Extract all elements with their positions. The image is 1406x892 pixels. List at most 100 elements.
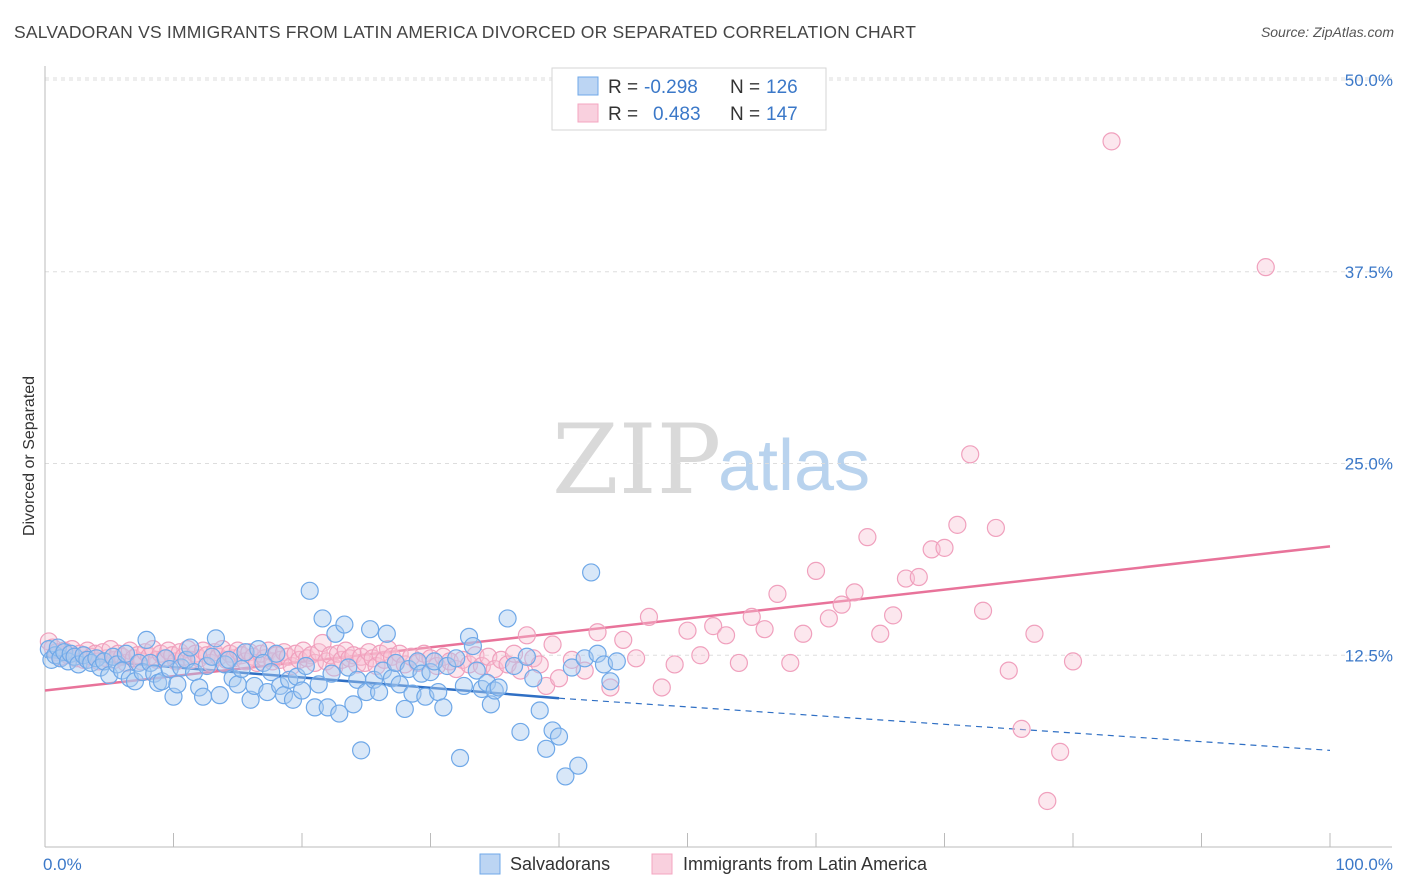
legend-top: R = -0.298 N = 126 R = 0.483 N = 147	[551, 67, 827, 131]
bottom-legend-label-salvadorans: Salvadorans	[510, 854, 610, 874]
immigrant-point-152	[1012, 719, 1031, 738]
salvadoran-point-63	[296, 656, 315, 676]
data-points	[39, 132, 1275, 811]
bottom-legend-swatch-pink	[651, 853, 673, 875]
salvadoran-point-94	[429, 682, 448, 702]
salvadoran-point-112	[524, 669, 543, 688]
immigrant-point-122	[626, 649, 646, 668]
salvadoran-point-98	[450, 748, 470, 768]
salvadoran-point-66	[309, 675, 328, 694]
immigrant-point-139	[845, 583, 864, 602]
salvadoran-point-50	[241, 690, 260, 709]
immigrant-point-120	[601, 678, 620, 697]
immigrant-point-137	[819, 609, 838, 628]
immigrant-point-150	[986, 518, 1006, 538]
immigrant-point-141	[871, 624, 890, 643]
axes	[44, 66, 1392, 848]
y-tick-label-2: 37.5%	[1345, 263, 1393, 282]
salvadoran-point-86	[395, 699, 414, 719]
salvadoran-point-113	[530, 701, 549, 720]
immigrant-point-133	[768, 584, 787, 603]
immigrant-point-132	[755, 620, 774, 639]
salvadoran-point-72	[335, 615, 354, 634]
immigrant-point-130	[729, 653, 749, 673]
salvadoran-point-100	[459, 627, 479, 646]
salvadoran-point-43	[210, 686, 229, 705]
legend-n-label-1: N =	[730, 77, 760, 98]
salvadoran-point-101	[463, 636, 483, 656]
salvadoran-point-20	[116, 644, 136, 663]
salvadoran-point-97	[447, 649, 466, 668]
salvadoran-point-114	[537, 739, 556, 758]
immigrant-point-129	[716, 626, 736, 645]
watermark: ZIP atlas	[552, 404, 870, 516]
salvadoran-point-85	[390, 675, 409, 694]
salvadoran-point-95	[434, 698, 453, 717]
salvadoran-point-36	[181, 638, 200, 657]
salvadoran-point-52	[249, 640, 268, 659]
salvadoran-point-125	[607, 652, 626, 671]
immigrant-point-125	[665, 655, 684, 674]
salvadoran-point-38	[190, 678, 209, 697]
immigrant-point-127	[691, 646, 710, 665]
salvadoran-point-102	[467, 661, 486, 680]
salvadoran-point-69	[322, 664, 341, 683]
salvadoran-point-107	[489, 678, 508, 697]
salvadoran-point-56	[267, 644, 286, 663]
salvadoran-point-33	[168, 675, 187, 694]
salvadoran-point-80	[370, 682, 389, 702]
legend-swatch-pink	[577, 103, 599, 123]
immigrant-point-153	[1025, 624, 1044, 643]
salvadoran-point-108	[498, 609, 517, 628]
immigrant-point-131	[742, 607, 761, 627]
legend-n-label-2: N =	[730, 104, 760, 125]
legend-n-value-1: 126	[766, 77, 798, 98]
immigrant-point-111	[517, 626, 536, 645]
salvadoran-point-78	[361, 620, 380, 639]
immigrant-point-124	[652, 678, 671, 697]
watermark-atlas: atlas	[718, 426, 870, 506]
bottom-legend-swatch-blue	[479, 853, 501, 875]
salvadoran-point-122	[588, 644, 607, 663]
salvadoran-point-99	[454, 676, 474, 696]
immigrant-point-144	[909, 567, 928, 587]
immigrant-point-149	[973, 601, 993, 620]
salvadoran-point-48	[232, 659, 251, 679]
salvadoran-point-24	[133, 663, 152, 682]
immigrant-point-155	[1051, 742, 1070, 761]
salvadoran-point-117	[556, 767, 575, 786]
x-tick-label-0: 0.0%	[43, 855, 82, 874]
x-tick-label-1: 100.0%	[1335, 855, 1393, 874]
salvadoran-point-92	[421, 663, 440, 682]
salvadoran-point-65	[305, 698, 324, 717]
salvadoran-point-111	[517, 647, 536, 666]
immigrant-point-147	[948, 515, 967, 534]
salvadoran-point-25	[137, 630, 156, 650]
immigrant-point-126	[678, 621, 697, 640]
immigrant-point-128	[704, 617, 723, 636]
salvadoran-point-71	[330, 704, 349, 723]
immigrant-point-136	[806, 561, 826, 580]
source-label: Source: ZipAtlas.com	[1260, 24, 1394, 40]
y-tick-label-3: 50.0%	[1345, 71, 1393, 90]
salvadoran-point-47	[228, 675, 247, 694]
salvadoran-point-73	[339, 658, 358, 677]
immigrant-point-91	[390, 644, 409, 663]
salvadoran-point-62	[292, 681, 312, 700]
immigrant-point-134	[781, 653, 800, 673]
immigrant-point-140	[858, 528, 877, 547]
immigrant-point-157	[1102, 132, 1121, 151]
immigrant-point-121	[614, 630, 633, 650]
salvadoran-point-119	[569, 756, 588, 775]
salvadoran-point-90	[412, 664, 431, 683]
watermark-zip: ZIP	[552, 404, 721, 516]
salvadoran-point-68	[318, 698, 337, 717]
immigrant-point-148	[961, 445, 980, 464]
y-tick-label-0: 12.5%	[1345, 646, 1393, 665]
salvadoran-point-64	[300, 581, 319, 600]
immigrant-point-151	[999, 661, 1018, 680]
grid-lines	[45, 77, 1392, 656]
immigrant-point-70	[309, 643, 328, 662]
salvadoran-point-55	[262, 663, 281, 682]
immigrant-point-135	[794, 624, 813, 643]
